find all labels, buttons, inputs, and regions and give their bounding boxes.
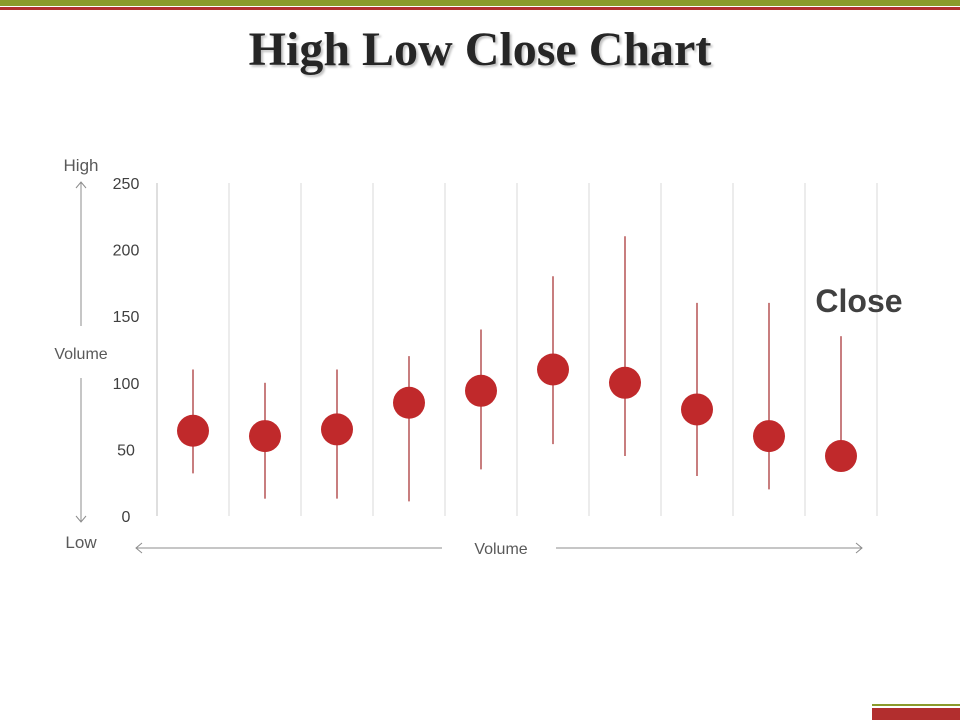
- close-marker: [753, 420, 785, 453]
- bottom-olive-accent: [872, 704, 960, 706]
- grid-lines: [156, 183, 878, 516]
- y-tick-label: 150: [113, 309, 140, 326]
- y-axis-up-arrow: [75, 181, 87, 326]
- close-marker: [177, 414, 209, 447]
- y-tick-labels: 0 50 100 150 200 250: [113, 176, 140, 526]
- x-axis-right-arrow: [556, 542, 863, 554]
- top-olive-band: [0, 0, 960, 6]
- close-marker: [609, 366, 641, 399]
- close-marker: [537, 353, 569, 386]
- y-tick-label: 200: [113, 243, 140, 260]
- bottom-red-accent: [872, 708, 960, 720]
- x-axis-left-arrow: [135, 542, 442, 554]
- x-axis-label-volume: Volume: [474, 541, 527, 558]
- slide-title: High Low Close Chart: [248, 23, 712, 76]
- y-tick-label: 100: [113, 376, 140, 393]
- y-axis-down-arrow: [75, 378, 87, 523]
- series-label-close: Close: [815, 283, 902, 319]
- y-axis-label-volume: Volume: [54, 346, 107, 363]
- close-marker: [393, 386, 425, 419]
- close-marker: [825, 440, 857, 473]
- top-red-band: [0, 7, 960, 10]
- y-tick-label: 250: [113, 176, 140, 193]
- y-axis-label-high: High: [64, 156, 99, 175]
- y-axis-label-low: Low: [65, 533, 97, 552]
- close-marker: [321, 413, 353, 446]
- y-tick-label: 50: [117, 442, 135, 459]
- close-marker: [681, 393, 713, 426]
- close-marker: [249, 420, 281, 453]
- y-tick-label: 0: [122, 509, 131, 526]
- close-markers: [177, 353, 857, 473]
- close-marker: [465, 374, 497, 407]
